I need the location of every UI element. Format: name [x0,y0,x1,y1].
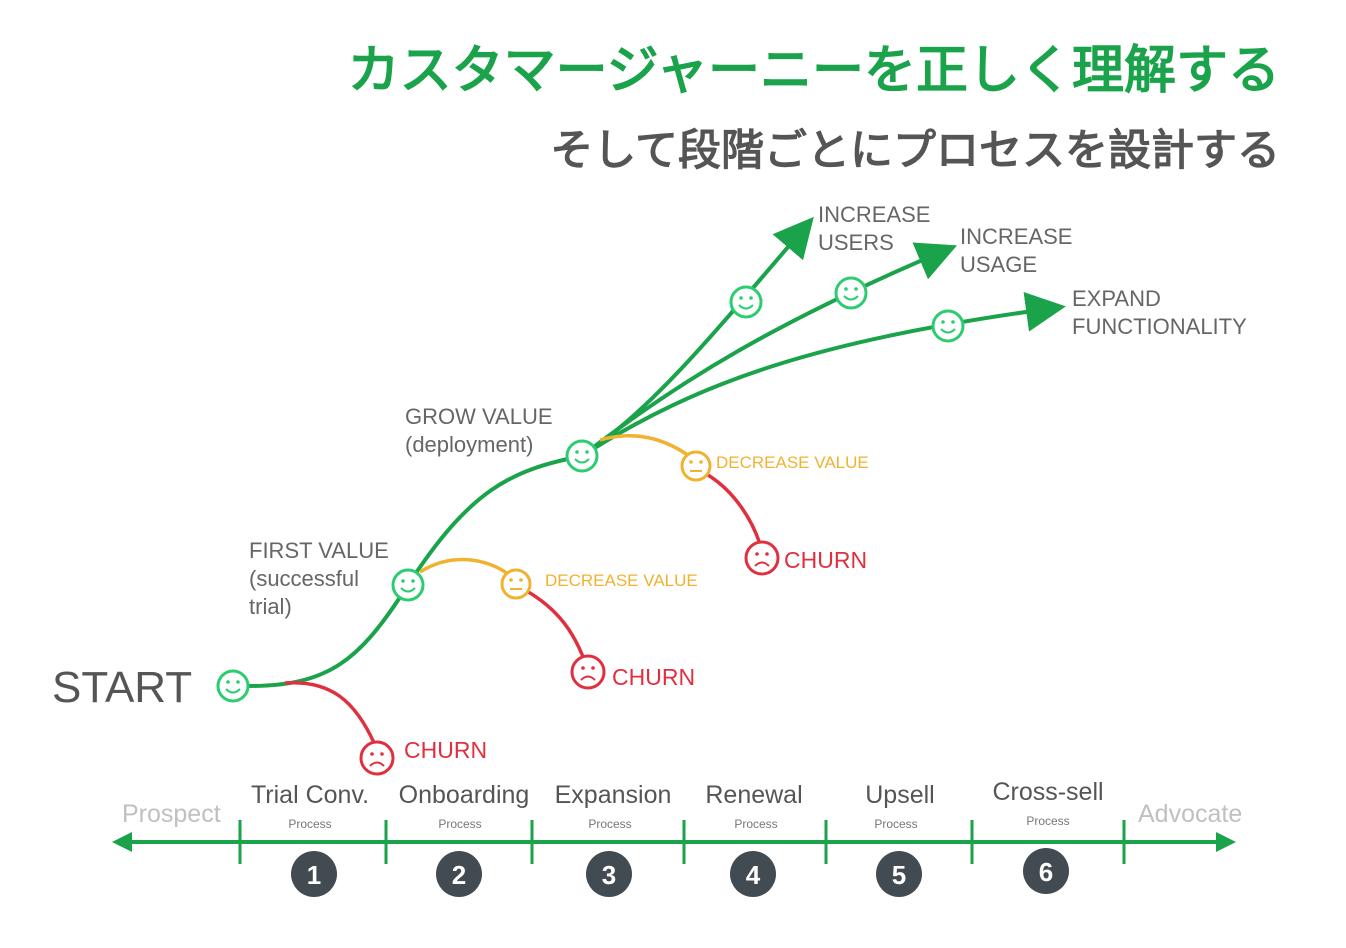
step-3-badge [586,851,632,897]
increase-usage-label: INCREASE USAGE [960,224,1079,277]
path-to-expand-functionality [580,291,1066,458]
process-timeline: Prospect Advocate Trial Conv. Process 1 … [112,778,1242,897]
path-start-to-churn [284,680,377,746]
stage-name: Cross-sell [992,778,1103,806]
happy-face-icon [216,669,250,703]
step-number: 1 [307,860,321,890]
increase-users-label: INCREASE USERS [818,202,937,255]
stage-name: Upsell [865,781,934,809]
sad-face-icon [570,654,606,690]
path-first-to-grow-value [406,454,583,587]
process-label: Process [438,817,481,831]
churn-label: CHURN [404,737,487,763]
step-number: 2 [452,860,466,890]
happy-face-icon [931,309,965,343]
stage-name: Onboarding [399,781,530,809]
process-label: Process [734,817,777,831]
decrease-value-label: DECREASE VALUE [716,453,869,472]
path-first-to-decrease [419,557,517,582]
process-label: Process [288,817,331,831]
happy-face-icon [834,276,868,310]
path-to-increase-users [580,216,814,458]
step-number: 5 [892,860,906,890]
arrow-left-icon [112,832,132,852]
step-number: 6 [1039,857,1053,887]
page-subtitle: そして段階ごとにプロセスを設計する [550,126,1280,176]
neutral-face-icon [680,450,712,482]
path-grow-to-decrease [599,433,694,460]
sad-face-icon [744,540,780,576]
step-5-badge [876,851,922,897]
process-label: Process [588,817,631,831]
process-label: Process [1026,814,1069,828]
step-number: 4 [746,860,761,890]
churn-label: CHURN [784,547,867,573]
churn-label: CHURN [612,664,695,690]
expand-functionality-label: EXPAND FUNCTIONALITY [1072,286,1247,339]
grow-value-label: GROW VALUE (deployment) [405,404,559,457]
stage-name: Trial Conv. [251,781,369,809]
path-start-to-first-value [247,583,410,688]
happy-face-icon [391,568,425,602]
process-label: Process [874,817,917,831]
neutral-face-icon [500,568,532,600]
stage-name: Renewal [705,781,802,809]
page-title: カスタマージャーニーを正しく理解する [347,41,1280,101]
stage-name: Expansion [555,781,672,809]
arrow-right-icon [1216,832,1236,852]
step-number: 3 [602,860,616,890]
path-decrease-to-churn [524,588,587,663]
path-decrease-to-churn-2 [707,473,762,545]
step-2-badge [436,851,482,897]
happy-face-icon [565,439,599,473]
step-1-badge [291,851,337,897]
step-4-badge [730,851,776,897]
first-value-label: FIRST VALUE (successful trial) [249,538,395,619]
advocate-label: Advocate [1138,800,1242,828]
decrease-value-label: DECREASE VALUE [545,571,698,590]
prospect-label: Prospect [122,800,221,828]
step-6-badge [1023,848,1069,894]
path-to-increase-usage [580,242,958,458]
sad-face-icon [359,740,395,776]
start-label: START [52,663,192,712]
happy-face-icon [729,285,763,319]
